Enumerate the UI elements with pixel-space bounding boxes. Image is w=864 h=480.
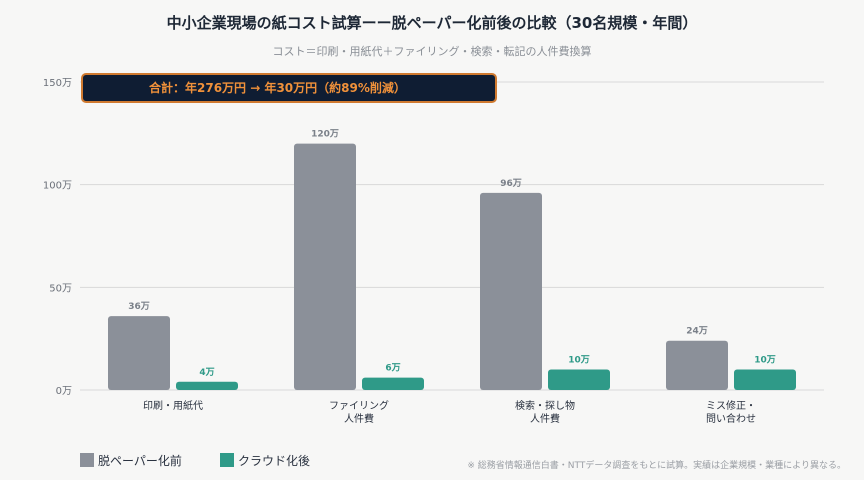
legend-item-after: クラウド化後 [220,452,310,469]
legend-label-before: 脱ペーパー化前 [98,454,182,468]
chart-title: 中小企業現場の紙コスト試算ーー脱ペーパー化前後の比較（30名規模・年間） [166,14,698,32]
bar [480,192,542,390]
legend-item-before: 脱ペーパー化前 [80,452,182,469]
bar [108,316,170,390]
y-tick-label: 150万 [43,78,72,89]
y-tick-label: 50万 [49,283,72,294]
x-tick-label: 問い合わせ [706,412,756,425]
bar [362,377,424,390]
bar [548,369,610,390]
x-tick-label: ファイリング [329,399,389,412]
data-label: 10万 [754,354,776,365]
legend-label-after: クラウド化後 [238,454,311,468]
bar [176,381,238,390]
data-label: 36万 [128,301,150,312]
bar [734,369,796,390]
x-tick-label: ミス修正・ [706,399,756,412]
x-tick-label: 人件費 [344,412,374,425]
data-label: 6万 [385,363,400,374]
data-label: 24万 [686,326,708,337]
y-tick-label: 0万 [56,386,72,397]
y-tick-label: 100万 [43,181,72,192]
data-label: 120万 [311,129,339,140]
footnote: ※ 総務省情報通信白書・NTTデータ調査をもとに試算。実績は企業規模・業種により… [467,461,846,471]
x-tick-label: 人件費 [530,412,560,425]
x-tick-label: 検索・探し物 [515,399,575,412]
data-label: 4万 [199,367,214,378]
legend-swatch-after [220,453,234,467]
chart-subtitle: コスト＝印刷・用紙代＋ファイリング・検索・転記の人件費換算 [272,45,592,58]
data-label: 10万 [568,354,590,365]
data-label: 96万 [500,178,522,189]
total-annotation: 合計：年276万円 → 年30万円（約89%削減） [81,73,497,103]
bar [294,143,356,390]
bar [666,340,728,390]
legend-swatch-before [80,453,94,467]
x-tick-label: 印刷・用紙代 [143,399,203,412]
